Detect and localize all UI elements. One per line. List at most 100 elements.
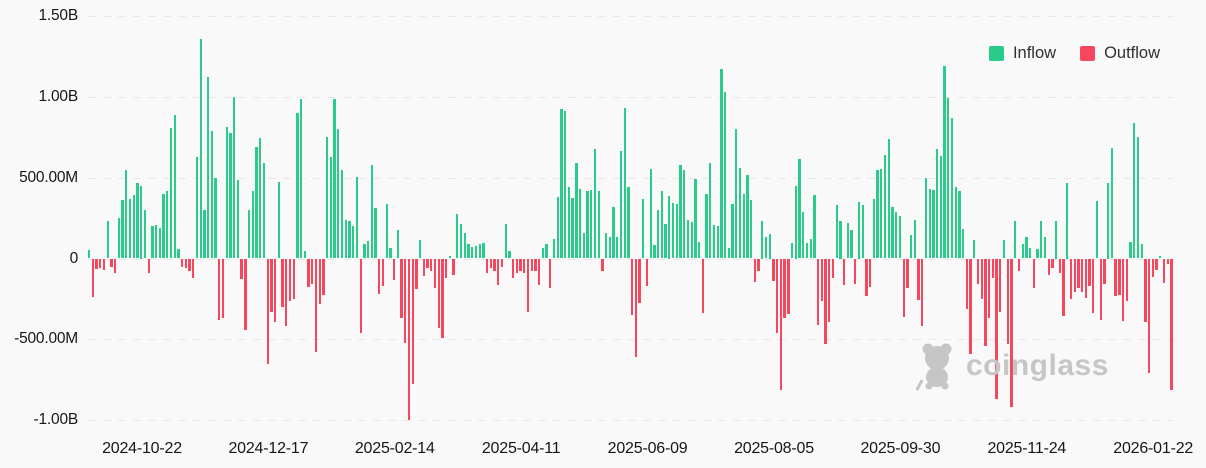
inflow-bar[interactable] [352,226,355,259]
inflow-bar[interactable] [813,195,816,259]
outflow-bar[interactable] [824,258,827,345]
inflow-bar[interactable] [214,177,217,259]
inflow-bar[interactable] [1107,182,1110,259]
inflow-bar[interactable] [236,180,240,259]
inflow-bar[interactable] [590,189,593,259]
inflow-bar[interactable] [578,188,582,259]
outflow-bar[interactable] [601,258,604,271]
inflow-bar[interactable] [337,129,340,259]
outflow-bar[interactable] [452,258,455,275]
outflow-bar[interactable] [147,258,150,274]
inflow-bar[interactable] [541,247,545,259]
outflow-bar[interactable] [426,258,429,269]
outflow-bar[interactable] [1069,258,1073,299]
inflow-bar[interactable] [872,199,876,259]
inflow-bar[interactable] [694,179,697,259]
inflow-bar[interactable] [731,203,734,259]
inflow-bar[interactable] [928,188,931,259]
outflow-bar[interactable] [281,258,284,307]
inflow-bar[interactable] [839,220,842,259]
outflow-bar[interactable] [114,258,117,274]
outflow-bar[interactable] [1084,258,1088,299]
outflow-bar[interactable] [422,258,426,277]
inflow-bar[interactable] [106,221,109,259]
outflow-bar[interactable] [184,258,187,269]
outflow-bar[interactable] [307,258,310,287]
outflow-bar[interactable] [969,258,972,354]
inflow-bar[interactable] [883,155,887,259]
inflow-bar[interactable] [1136,137,1140,259]
outflow-bar[interactable] [292,258,295,299]
outflow-bar[interactable] [359,258,362,333]
outflow-bar[interactable] [1081,258,1084,292]
inflow-bar[interactable] [1002,239,1006,259]
outflow-bar[interactable] [285,258,288,326]
outflow-bar[interactable] [240,258,243,279]
inflow-bar[interactable] [924,177,928,259]
inflow-bar[interactable] [1133,122,1136,259]
inflow-bar[interactable] [504,223,507,259]
outflow-bar[interactable] [99,258,102,269]
outflow-bar[interactable] [180,258,184,267]
outflow-bar[interactable] [1092,258,1095,314]
outflow-bar[interactable] [378,258,381,295]
inflow-bar[interactable] [857,201,861,259]
inflow-bar[interactable] [340,169,344,259]
outflow-bar[interactable] [1162,258,1166,283]
inflow-bar[interactable] [560,108,563,259]
outflow-bar[interactable] [288,258,292,301]
inflow-bar[interactable] [508,251,511,259]
outflow-bar[interactable] [445,258,448,278]
outflow-bar[interactable] [921,258,924,327]
inflow-bar[interactable] [210,130,214,259]
outflow-bar[interactable] [433,258,437,288]
inflow-bar[interactable] [805,243,809,259]
outflow-bar[interactable] [865,258,868,296]
inflow-bar[interactable] [1095,201,1099,259]
inflow-bar[interactable] [642,198,645,259]
outflow-bar[interactable] [411,258,414,384]
inflow-bar[interactable] [660,190,664,259]
outflow-bar[interactable] [645,258,649,286]
inflow-bar[interactable] [1025,237,1028,259]
inflow-bar[interactable] [556,197,559,259]
outflow-bar[interactable] [534,258,537,271]
inflow-bar[interactable] [619,150,623,259]
outflow-bar[interactable] [701,258,704,314]
inflow-bar[interactable] [117,218,121,259]
inflow-bar[interactable] [154,224,158,259]
outflow-bar[interactable] [218,258,221,320]
inflow-bar[interactable] [1028,247,1032,259]
inflow-bar[interactable] [943,66,946,259]
inflow-bar[interactable] [199,39,202,259]
outflow-bar[interactable] [991,258,995,278]
outflow-bar[interactable] [772,258,775,282]
inflow-bar[interactable] [909,235,913,259]
legend-item-inflow[interactable]: Inflow [988,44,1056,63]
outflow-bar[interactable] [869,258,872,287]
outflow-bar[interactable] [1051,258,1054,269]
inflow-bar[interactable] [233,96,236,259]
outflow-bar[interactable] [976,258,980,284]
outflow-bar[interactable] [854,258,857,284]
outflow-bar[interactable] [538,258,541,286]
outflow-bar[interactable] [192,258,195,278]
inflow-bar[interactable] [456,214,459,259]
inflow-bar[interactable] [891,206,894,259]
inflow-bar[interactable] [140,185,143,259]
inflow-bar[interactable] [463,232,466,259]
inflow-bar[interactable] [671,202,675,259]
outflow-bar[interactable] [400,258,403,318]
inflow-bar[interactable] [88,250,91,259]
inflow-bar[interactable] [225,126,228,259]
inflow-bar[interactable] [255,146,258,259]
outflow-bar[interactable] [984,258,987,346]
inflow-bar[interactable] [203,209,206,259]
inflow-bar[interactable] [861,205,864,259]
inflow-bar[interactable] [653,244,656,259]
outflow-bar[interactable] [311,258,314,285]
outflow-bar[interactable] [631,258,634,316]
inflow-bar[interactable] [478,243,481,259]
inflow-bar[interactable] [1110,147,1114,259]
inflow-bar[interactable] [348,221,351,259]
